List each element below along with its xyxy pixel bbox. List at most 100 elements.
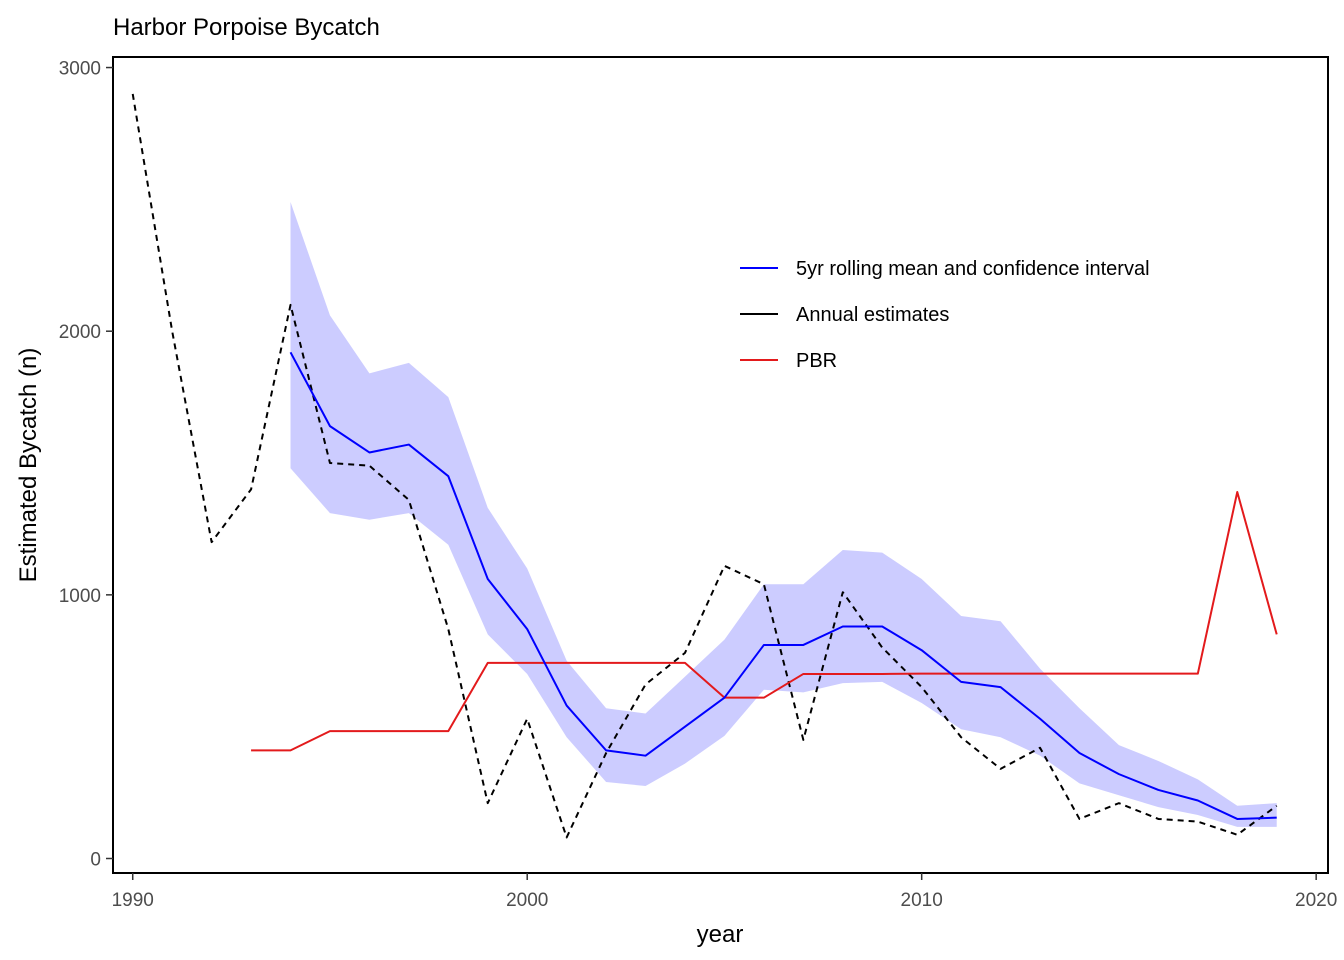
data-point <box>921 687 922 688</box>
data-point <box>961 737 962 738</box>
data-point <box>487 579 488 580</box>
data-point <box>1000 673 1001 674</box>
data-point <box>1118 803 1119 804</box>
data-point <box>487 803 488 804</box>
data-point <box>842 673 843 674</box>
data-point <box>1040 673 1041 674</box>
y-axis: 0 1000 2000 3000 <box>59 59 113 870</box>
data-point <box>487 662 488 663</box>
data-point <box>921 650 922 651</box>
data-point <box>566 837 567 838</box>
y-tick-label: 2000 <box>59 322 101 343</box>
plot-area <box>131 93 1278 839</box>
data-point <box>448 476 449 477</box>
data-point <box>1276 817 1277 818</box>
data-point <box>408 444 409 445</box>
data-point <box>842 626 843 627</box>
data-point <box>606 753 607 754</box>
data-point <box>172 331 173 332</box>
data-point <box>684 662 685 663</box>
data-point <box>290 304 291 305</box>
data-point <box>882 673 883 674</box>
data-point <box>527 629 528 630</box>
data-point <box>1079 673 1080 674</box>
y-axis-title: Estimated Bycatch (n) <box>15 348 42 583</box>
data-point <box>1079 753 1080 754</box>
data-point <box>329 731 330 732</box>
data-point <box>527 718 528 719</box>
data-point <box>645 755 646 756</box>
confidence-band <box>290 202 1277 827</box>
data-point <box>329 463 330 464</box>
data-point <box>1118 774 1119 775</box>
data-point <box>684 652 685 653</box>
data-point <box>803 644 804 645</box>
data-point <box>527 662 528 663</box>
data-point <box>1197 821 1198 822</box>
data-point <box>1237 492 1238 493</box>
data-point <box>961 673 962 674</box>
data-point <box>803 739 804 740</box>
data-point <box>566 705 567 706</box>
data-point <box>1158 673 1159 674</box>
legend-label: 5yr rolling mean and confidence interval <box>796 258 1150 280</box>
data-point <box>921 673 922 674</box>
data-point <box>1237 818 1238 819</box>
data-point <box>566 662 567 663</box>
data-point <box>211 542 212 543</box>
data-point <box>1158 818 1159 819</box>
data-point <box>724 565 725 566</box>
x-axis: 1990 2000 2010 2020 <box>112 873 1337 911</box>
legend-label: PBR <box>796 350 837 372</box>
series-line-pbr <box>251 491 1278 752</box>
data-point <box>724 697 725 698</box>
data-point <box>1040 718 1041 719</box>
data-point <box>763 644 764 645</box>
data-point <box>803 673 804 674</box>
data-point <box>961 681 962 682</box>
data-point <box>1276 805 1277 806</box>
data-point <box>251 489 252 490</box>
data-point <box>329 426 330 427</box>
data-point <box>1000 687 1001 688</box>
x-tick-label: 2000 <box>506 890 548 911</box>
data-point <box>1118 673 1119 674</box>
y-tick-label: 0 <box>90 849 101 870</box>
data-point <box>1079 818 1080 819</box>
x-axis-title: year <box>697 921 744 948</box>
data-point <box>842 592 843 593</box>
data-point <box>763 697 764 698</box>
plot-border <box>112 56 1329 874</box>
data-point <box>1197 673 1198 674</box>
data-point <box>408 499 409 500</box>
data-point <box>448 731 449 732</box>
chart-title: Harbor Porpoise Bycatch <box>113 14 380 41</box>
data-point <box>369 731 370 732</box>
data-point <box>1040 747 1041 748</box>
data-point <box>1000 768 1001 769</box>
data-point <box>645 662 646 663</box>
data-point <box>290 750 291 751</box>
y-tick-label: 3000 <box>59 59 101 80</box>
data-point <box>369 465 370 466</box>
data-point <box>1197 800 1198 801</box>
legend-label: Annual estimates <box>796 304 949 326</box>
data-point <box>132 93 133 94</box>
data-point <box>290 352 291 353</box>
data-point <box>763 584 764 585</box>
x-tick-label: 2010 <box>901 890 943 911</box>
data-point <box>408 731 409 732</box>
data-point <box>882 626 883 627</box>
data-point <box>1158 789 1159 790</box>
series-line-5yr-rolling-mean-and-confidence-interval <box>289 351 1277 820</box>
legend: 5yr rolling mean and confidence interval… <box>740 258 1150 372</box>
data-point <box>251 750 252 751</box>
series-line-annual-estimates <box>131 93 1278 839</box>
data-point <box>606 750 607 751</box>
y-tick-label: 1000 <box>59 586 101 607</box>
x-tick-label: 2020 <box>1295 890 1337 911</box>
data-point <box>1276 634 1277 635</box>
data-point <box>645 684 646 685</box>
x-tick-label: 1990 <box>112 890 154 911</box>
